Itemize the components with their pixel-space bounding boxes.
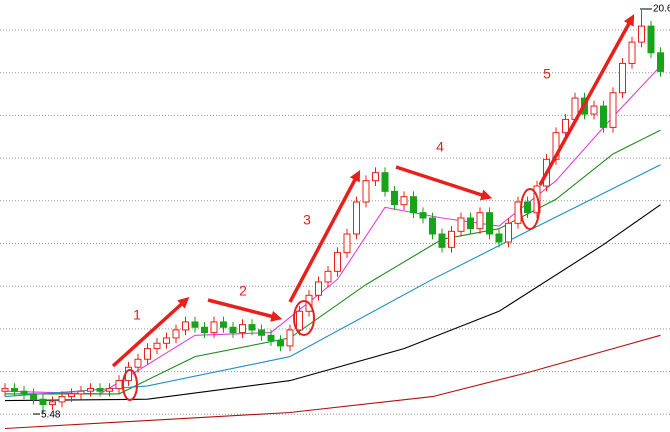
candle-body (619, 62, 626, 94)
annotations-layer: 1 2 3 4 5 5.48 20.6 (33, 4, 670, 421)
candle-body (39, 398, 47, 406)
candle-body (58, 396, 66, 403)
highlight-circle (122, 369, 138, 401)
annotation: 5 (543, 66, 551, 82)
candle-body (30, 393, 37, 400)
candle-body (495, 233, 503, 243)
candles (1, 10, 664, 414)
candle-body (315, 281, 322, 296)
candle-body (134, 358, 142, 368)
candle-body (562, 118, 569, 134)
candle-body (220, 321, 227, 328)
ma-line (4, 204, 661, 402)
candle-body (381, 172, 389, 192)
arrow (288, 170, 361, 303)
candle-body (163, 337, 170, 344)
annotation: 2 (239, 283, 247, 299)
candle-body (609, 92, 617, 128)
candle-body (286, 329, 294, 347)
candle-body (429, 217, 436, 235)
candle-body (182, 321, 189, 331)
candle-body (49, 401, 56, 406)
candle-body (638, 25, 645, 43)
ma-line (5, 129, 661, 395)
candle-body (400, 196, 408, 206)
candle-body (87, 388, 94, 392)
candle-body (248, 324, 256, 331)
candle-body (210, 321, 218, 334)
candle-body (628, 41, 636, 64)
arrow (111, 296, 190, 368)
candle-body (191, 321, 199, 328)
highlight-circle (520, 188, 540, 230)
candle-body (96, 388, 104, 392)
candle-body (77, 390, 85, 395)
annotation: 3 (303, 212, 311, 228)
annotation: 1 (133, 307, 141, 323)
annotation: 4 (436, 139, 444, 155)
candle-body (391, 190, 398, 206)
candle-body (334, 252, 341, 272)
ma-line (4, 334, 661, 430)
candle-body (229, 326, 237, 334)
candle-body (277, 340, 284, 347)
arrow (395, 165, 493, 201)
candle-body (68, 393, 75, 398)
candle-body (448, 230, 455, 248)
arrow (207, 298, 283, 322)
candle-body (486, 212, 493, 235)
candle-body (467, 217, 474, 230)
candle-body (410, 196, 417, 214)
candle-body (1, 388, 9, 392)
candle-body (201, 326, 208, 334)
candle-body (144, 348, 151, 360)
candle-body (324, 270, 332, 283)
grid (0, 29, 670, 415)
candle-body (647, 25, 655, 54)
candle-body (11, 388, 18, 392)
candle-body (372, 172, 379, 182)
candle-body (590, 105, 598, 115)
candle-body (296, 310, 303, 331)
highlight-circle (293, 300, 315, 336)
candle-body (600, 105, 607, 128)
ma-line (4, 65, 661, 395)
candle-body (20, 390, 28, 395)
high-label: 20.6 (653, 4, 670, 15)
arrow (538, 14, 635, 186)
candle-body (353, 201, 360, 235)
ma-line (4, 164, 661, 398)
candle-body (343, 233, 351, 254)
candle-body (514, 201, 522, 224)
candle-body (476, 212, 484, 230)
candle-body (505, 222, 512, 243)
candle-body (419, 212, 427, 219)
candle-body (258, 329, 265, 336)
candle-body (106, 388, 113, 392)
low-label: 5.48 (41, 410, 61, 421)
candle-body (115, 380, 123, 390)
candle-body (153, 342, 161, 350)
candle-body (172, 329, 180, 339)
candle-body (457, 217, 465, 232)
candle-body (239, 324, 246, 334)
candle-body (267, 334, 275, 342)
candle-body (524, 201, 531, 214)
candle-body (438, 233, 446, 248)
candle-body (362, 180, 370, 203)
candle-body (657, 52, 664, 72)
